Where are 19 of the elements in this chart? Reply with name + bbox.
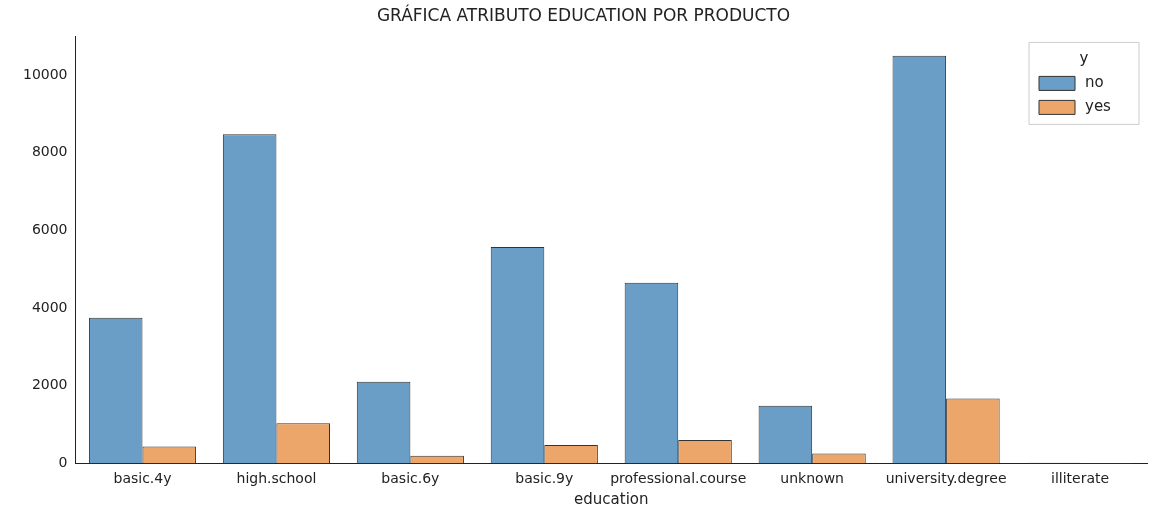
x-tick-label: professional.course [610,470,747,487]
y-tick-label: 6000 [31,221,68,238]
x-tick-label: unknown [780,470,844,487]
legend-title: y [1079,49,1089,68]
y-tick-label: 8000 [31,143,68,160]
y-tick-label: 10000 [22,65,68,82]
y-tick-label: 4000 [31,298,68,315]
legend-label: no [1085,73,1104,92]
x-tick-label: high.school [236,470,317,487]
chart-title: GRÁFICA ATRIBUTO EDUCATION POR PRODUCTO [376,3,791,25]
legend-label: yes [1085,97,1112,116]
x-tick-label: university.degree [885,470,1007,487]
x-tick-label: illiterate [1050,470,1110,487]
x-tick-label: basic.9y [515,470,574,487]
x-axis-title: education [574,489,649,508]
x-tick-label: basic.6y [381,470,440,487]
y-tick-label: 2000 [31,376,68,393]
y-tick-label: 0 [58,453,68,470]
x-tick-label: basic.4y [113,470,172,487]
